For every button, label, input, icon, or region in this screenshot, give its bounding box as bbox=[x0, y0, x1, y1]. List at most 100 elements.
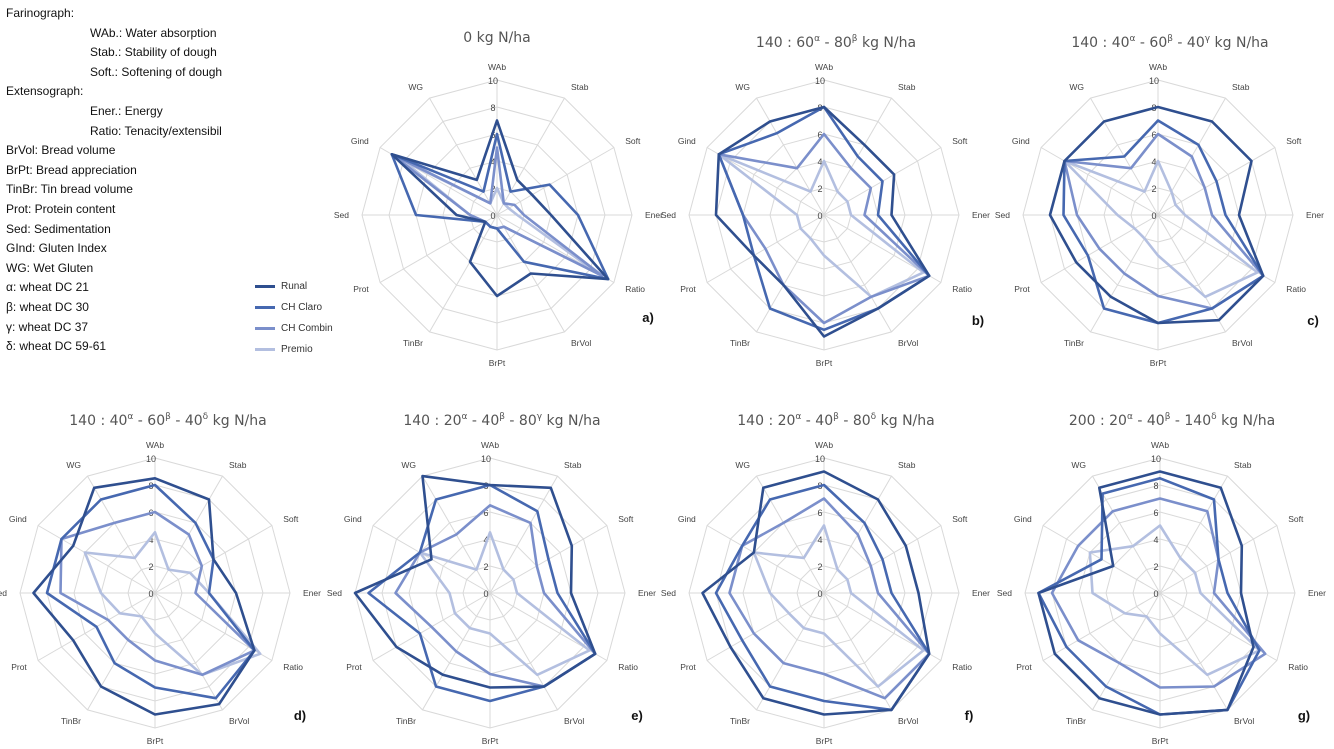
glossary-line: γ: wheat DC 37 bbox=[6, 319, 89, 334]
grid-spoke bbox=[429, 214, 498, 333]
axis-label: Sed bbox=[327, 588, 342, 598]
tick-label: 4 bbox=[817, 157, 822, 167]
legend-swatch bbox=[255, 306, 275, 309]
tick-label: 0 bbox=[817, 211, 822, 221]
grid-spoke bbox=[154, 592, 223, 711]
axis-label: WG bbox=[408, 82, 423, 92]
panel-title: 200 : 20α - 40β - 140δ kg N/ha bbox=[1069, 412, 1275, 429]
title-segment: kg N/ha bbox=[208, 413, 267, 429]
tick-label: 6 bbox=[483, 508, 488, 518]
grid-spoke bbox=[706, 592, 825, 661]
title-segment: - 40 bbox=[171, 413, 203, 429]
axis-label: BrVol bbox=[1234, 716, 1254, 726]
glossary-line: Prot: Protein content bbox=[6, 201, 116, 216]
axis-label: Gind bbox=[1014, 514, 1032, 524]
radar-panel-d: 0246810WAbStabSoftEnerRatioBrVolBrPtTinB… bbox=[0, 412, 321, 746]
grid-spoke bbox=[706, 525, 825, 594]
axis-label: BrPt bbox=[1152, 736, 1169, 746]
axis-label: Sed bbox=[661, 588, 676, 598]
title-segment: - 60 bbox=[1135, 35, 1167, 51]
grid-spoke bbox=[87, 475, 156, 594]
series-line-runal bbox=[714, 105, 931, 338]
glossary-line: Farinograph: bbox=[6, 6, 75, 20]
axis-label: WAb bbox=[481, 440, 499, 450]
glossary-line: β: wheat DC 30 bbox=[6, 299, 89, 314]
series-line-runal bbox=[390, 119, 610, 298]
axis-label: Ratio bbox=[625, 284, 645, 294]
grid-spoke bbox=[429, 97, 498, 216]
axis-label: BrVol bbox=[229, 716, 249, 726]
axis-label: WAb bbox=[488, 62, 506, 72]
title-segment: 140 : 40 bbox=[1071, 35, 1129, 51]
panel-label: e) bbox=[631, 708, 643, 723]
panel-label: g) bbox=[1298, 708, 1310, 723]
grid-spoke bbox=[489, 475, 558, 594]
axis-label: Gind bbox=[344, 514, 362, 524]
axis-label: BrVol bbox=[898, 716, 918, 726]
axis-label: Gind bbox=[351, 136, 369, 146]
glossary-line: Ratio: Tenacity/extensibil bbox=[90, 123, 222, 138]
glossary-line: BrPt: Bread appreciation bbox=[6, 162, 137, 177]
axis-label: Gind bbox=[1012, 136, 1030, 146]
legend-label: CH Combin bbox=[281, 323, 333, 334]
title-superscript: β bbox=[1165, 412, 1171, 422]
variable-glossary: Farinograph: WAb.: Water absorption Stab.:… bbox=[6, 4, 222, 357]
title-superscript: α bbox=[1130, 34, 1136, 44]
grid-spoke bbox=[1042, 592, 1161, 661]
title-superscript: α bbox=[814, 34, 820, 44]
axis-label: WG bbox=[735, 460, 750, 470]
axis-label: WAb bbox=[1149, 62, 1167, 72]
tick-label: 0 bbox=[817, 589, 822, 599]
radar-panel-b: 0246810WAbStabSoftEnerRatioBrVolBrPtTinB… bbox=[661, 34, 990, 368]
title-segment: kg N/ha bbox=[542, 413, 601, 429]
tick-label: 8 bbox=[1153, 481, 1158, 491]
grid-spoke bbox=[1040, 147, 1159, 216]
panel-title: 140 : 40α - 60β - 40δ kg N/ha bbox=[69, 412, 266, 429]
glossary-line: WAb.: Water absorption bbox=[90, 25, 217, 40]
tick-label: 2 bbox=[817, 184, 822, 194]
axis-label: Ener bbox=[972, 588, 990, 598]
tick-label: 4 bbox=[1151, 157, 1156, 167]
axis-label: Sed bbox=[334, 210, 349, 220]
glossary-line: TinBr: Tin bread volume bbox=[6, 182, 133, 197]
tick-label: 6 bbox=[1151, 130, 1156, 140]
glossary-line: WG: Wet Gluten bbox=[6, 260, 94, 275]
title-superscript: α bbox=[1127, 412, 1133, 422]
axis-label: Stab bbox=[229, 460, 247, 470]
axis-label: BrPt bbox=[147, 736, 164, 746]
glossary-line: GInd: Gluten Index bbox=[6, 241, 107, 256]
series-line-runal bbox=[701, 470, 931, 716]
title-superscript: δ bbox=[203, 412, 209, 422]
tick-label: 10 bbox=[815, 76, 825, 86]
title-superscript: γ bbox=[537, 412, 543, 422]
title-segment: 200 : 20 bbox=[1069, 413, 1127, 429]
panel-label: b) bbox=[972, 313, 984, 328]
grid-spoke bbox=[1157, 214, 1226, 333]
radar-panel-g: 0 2 4 6 8 10 WAb Stab Soft Ener Ratio BrVol BrPt TinB… bbox=[997, 412, 1326, 746]
axis-label: Soft bbox=[618, 514, 634, 524]
axis-label: Ratio bbox=[283, 662, 303, 672]
axis-label: TinBr bbox=[1064, 338, 1084, 348]
glossary-line: Stab.: Stability of dough bbox=[90, 45, 217, 60]
legend-swatch bbox=[255, 285, 275, 288]
grid-spoke bbox=[496, 97, 565, 216]
axis-label: Ener bbox=[638, 588, 656, 598]
axis-label: Soft bbox=[1288, 514, 1304, 524]
legend-entry: CH Claro bbox=[255, 297, 333, 318]
axis-label: WAb bbox=[815, 62, 833, 72]
glossary-line: Sed: Sedimentation bbox=[6, 221, 111, 236]
axis-label: Ratio bbox=[1288, 662, 1308, 672]
title-segment: - 80 bbox=[839, 413, 871, 429]
grid-spoke bbox=[489, 592, 558, 711]
grid-spoke bbox=[823, 592, 892, 711]
series-line-ch-claro bbox=[367, 483, 597, 703]
panel-label: c) bbox=[1307, 313, 1319, 328]
axis-label: BrVol bbox=[1232, 338, 1252, 348]
axis-label: WAb bbox=[815, 440, 833, 450]
axis-label: Sed bbox=[661, 210, 676, 220]
axis-label: TinBr bbox=[396, 716, 416, 726]
axis-label: WG bbox=[1069, 82, 1084, 92]
title-segment: - 140 bbox=[1170, 413, 1211, 429]
title-segment: kg N/ha bbox=[1217, 413, 1276, 429]
